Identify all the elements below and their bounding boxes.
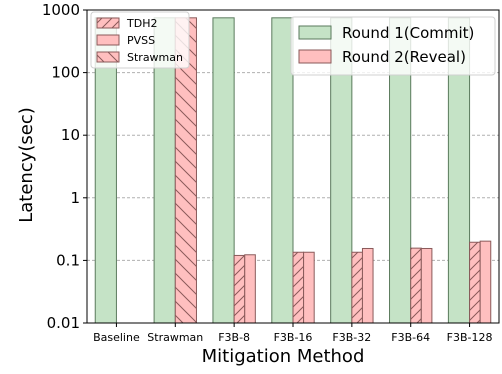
bar-round2-F3B-8-1: [244, 254, 256, 324]
bar-hatch-F3B-8-0: [234, 255, 245, 323]
x-tick-label: F3B-64: [391, 331, 430, 344]
y-tick-label: 1000: [42, 1, 80, 19]
legend-rounds-box: [290, 16, 496, 76]
legend-components: TDH2 PVSS Strawman: [90, 11, 190, 69]
y-tick-label: 1: [70, 189, 80, 207]
bar-round2-F3B-64-1: [420, 247, 433, 324]
legend-label-strawman: Strawman: [127, 51, 183, 64]
bar-round1-F3B-16: [271, 17, 294, 324]
bar-hatch-F3B-64-0: [410, 248, 422, 323]
bar-round2-F3B-16-1: [303, 251, 315, 324]
x-tick-label: Strawman: [147, 331, 203, 344]
legend-label-pvss: PVSS: [127, 34, 155, 47]
y-axis-label: Latency(sec): [16, 107, 37, 223]
bar-hatch-F3B-128-0: [469, 242, 481, 323]
legend-label-round2: Round 2(Reveal): [342, 48, 466, 66]
y-axis: 1000 100 10 1 0.1 0.01: [42, 1, 87, 332]
legend-rounds: Round 1(Commit) Round 2(Reveal): [290, 16, 496, 76]
bar-round2-F3B-32-1: [361, 247, 374, 324]
legend-hatch-strawman: [97, 52, 119, 62]
x-axis-label: Mitigation Method: [202, 346, 365, 367]
bar-hatch-F3B-16-0: [293, 252, 304, 323]
bar-round1-F3B-8: [212, 17, 235, 324]
y-tick-label: 100: [51, 64, 80, 82]
bar-hatch-Strawman-0: [175, 17, 197, 323]
x-tick-label: F3B-32: [332, 331, 371, 344]
y-tick-label: 0.01: [47, 314, 80, 332]
x-axis: Baseline Strawman F3B-8 F3B-16 F3B-32 F3B-64 F…: [93, 323, 492, 344]
y-tick-label: 10: [61, 126, 80, 144]
x-tick-label: F3B-8: [218, 331, 250, 344]
legend-swatch-round1: [298, 25, 332, 40]
x-tick-label: Baseline: [93, 331, 140, 344]
legend-hatch-tdh2: [97, 18, 119, 28]
bar-round2-F3B-128-1: [479, 240, 492, 324]
bars-layer: [94, 17, 492, 324]
legend-label-tdh2: TDH2: [126, 17, 157, 30]
legend-swatch-pvss: [96, 34, 120, 46]
y-tick-label: 0.1: [56, 251, 80, 269]
x-tick-label: F3B-16: [274, 331, 313, 344]
bar-hatch-F3B-32-0: [351, 252, 363, 323]
legend-swatch-round2: [298, 49, 332, 64]
x-tick-label: F3B-128: [447, 331, 493, 344]
legend-label-round1: Round 1(Commit): [342, 24, 474, 42]
